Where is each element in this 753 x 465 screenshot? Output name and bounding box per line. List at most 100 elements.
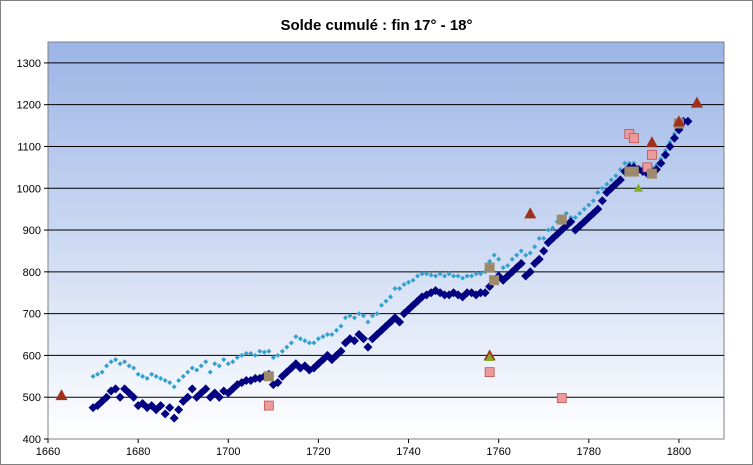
data-point-tan-square [556,214,567,225]
data-point-small-diamond [487,258,493,264]
data-point-diamond [597,196,607,206]
x-tick-label: 1700 [216,446,240,458]
data-point-small-diamond [153,373,159,379]
data-point-diamond [174,405,184,415]
data-point-small-diamond [437,271,443,277]
data-point-pink-square [628,133,639,144]
data-point-small-diamond [572,215,578,221]
data-point-green-triangle [633,183,643,192]
data-point-small-diamond [446,271,452,277]
data-point-small-diamond [460,275,466,281]
data-point-small-diamond [293,334,299,340]
data-point-small-diamond [500,265,506,271]
data-point-small-diamond [239,352,245,358]
data-point-small-diamond [149,371,155,377]
data-point-small-diamond [545,227,551,233]
data-point-small-diamond [171,384,177,390]
data-point-tan-square [484,262,495,273]
data-point-small-diamond [90,373,96,379]
y-tick-label: 1200 [17,100,41,112]
data-point-small-diamond [189,365,195,371]
data-point-diamond [665,141,675,151]
data-point-diamond [462,288,472,298]
data-point-small-diamond [324,332,330,338]
data-point-small-diamond [230,359,236,365]
data-point-small-diamond [212,361,218,367]
data-point-small-diamond [527,250,533,256]
data-point-small-diamond [216,363,222,369]
data-point-small-diamond [491,252,497,258]
data-point-small-diamond [536,235,542,241]
chart-title: Solde cumulé : fin 17° - 18° [280,17,473,34]
data-point-small-diamond [194,367,200,373]
data-point-diamond [169,413,179,423]
data-point-small-diamond [302,338,308,344]
data-point-small-diamond [369,313,375,319]
data-point-red-triangle [524,207,537,219]
plot-area [47,41,725,440]
y-tick-label: 500 [23,392,41,404]
gridlines [48,62,724,398]
data-point-small-diamond [397,286,403,292]
data-point-pink-square [556,393,567,403]
data-point-small-diamond [424,271,430,277]
data-point-small-diamond [550,225,556,231]
data-point-small-diamond [144,375,150,381]
data-point-small-diamond [338,323,344,329]
data-point-small-diamond [599,185,605,191]
data-point-small-diamond [207,369,213,375]
data-point-small-diamond [581,206,587,212]
data-point-small-diamond [577,210,583,216]
x-tick-label: 1800 [667,446,691,458]
data-point-small-diamond [306,340,312,346]
data-point-tan-square [646,168,657,179]
x-tick-label: 1760 [486,446,510,458]
data-point-small-diamond [442,273,448,279]
data-point-diamond [656,158,666,168]
data-point-diamond [660,150,670,160]
data-point-small-diamond [415,273,421,279]
data-point-small-diamond [266,348,272,354]
y-tick-label: 600 [23,350,41,362]
data-point-small-diamond [428,272,434,278]
data-point-pink-square [484,367,495,378]
x-tick-label: 1780 [577,446,601,458]
data-point-small-diamond [315,336,321,342]
data-point-small-diamond [198,363,204,369]
data-point-small-diamond [464,273,470,279]
data-point-small-diamond [140,373,146,379]
data-point-small-diamond [365,319,371,325]
data-point-small-diamond [167,380,173,386]
data-point-small-diamond [126,363,132,369]
data-point-small-diamond [104,363,110,369]
data-point-diamond [241,375,251,385]
data-point-small-diamond [514,252,520,258]
data-point-small-diamond [288,340,294,346]
data-point-small-diamond [158,375,164,381]
y-tick-label: 1300 [17,58,41,70]
data-point-small-diamond [622,160,628,166]
data-point-small-diamond [180,373,186,379]
data-point-small-diamond [279,348,285,354]
data-point-diamond [183,392,193,402]
data-point-pink-square [646,149,657,160]
data-point-small-diamond [234,355,240,361]
data-point-small-diamond [586,202,592,208]
data-point-small-diamond [347,313,353,319]
data-point-small-diamond [433,273,439,279]
data-point-small-diamond [270,355,276,361]
data-point-small-diamond [455,273,461,279]
data-point-small-diamond [401,281,407,287]
data-point-diamond [683,116,693,126]
data-point-small-diamond [135,371,141,377]
x-axis: 1660 1680 1700 1720 1740 1760 1780 1800 [36,439,691,458]
data-point-small-diamond [108,359,114,365]
data-point-small-diamond [356,311,362,317]
data-point-small-diamond [225,361,231,367]
data-point-small-diamond [613,173,619,179]
data-point-small-diamond [604,181,610,187]
x-tick-label: 1740 [396,446,420,458]
data-point-diamond [156,401,166,411]
data-point-small-diamond [162,377,168,383]
data-point-diamond [669,133,679,143]
